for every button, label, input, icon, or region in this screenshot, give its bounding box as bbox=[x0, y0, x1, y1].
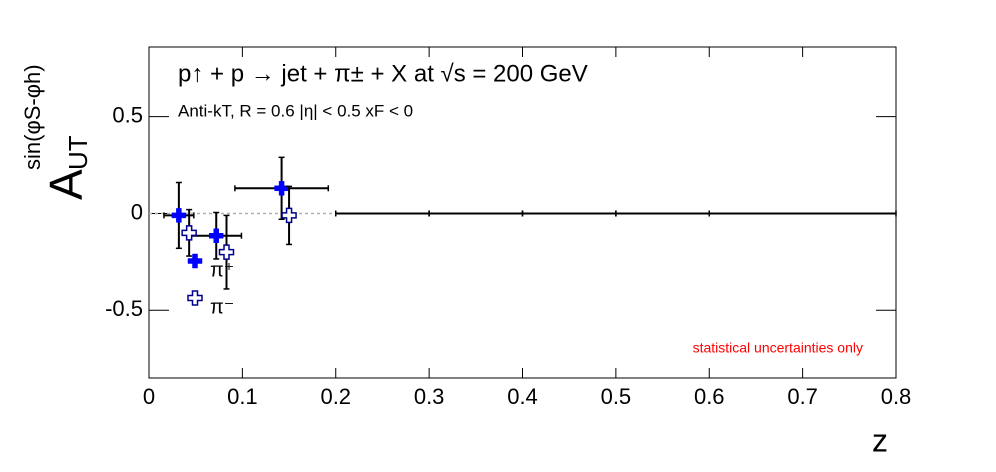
chart-subtitle: Anti-kT, R = 0.6 |η| < 0.5 xF < 0 bbox=[178, 101, 413, 120]
point bbox=[208, 228, 224, 243]
x-tick-label: 0.2 bbox=[320, 384, 351, 409]
y-axis-label: A UT sin(φS-φh) bbox=[20, 64, 93, 200]
x-tick-label: 0.3 bbox=[414, 384, 445, 409]
series-1 bbox=[181, 185, 297, 290]
point bbox=[274, 181, 289, 196]
y-label-sup: sin(φS-φh) bbox=[20, 64, 45, 170]
legend-label: π⁺ bbox=[210, 259, 234, 281]
point bbox=[281, 207, 297, 224]
y-label-sub: UT bbox=[63, 135, 93, 170]
y-tick-label: 0.5 bbox=[112, 102, 143, 127]
y-tick-label: -0.5 bbox=[105, 296, 143, 321]
legend-marker bbox=[187, 290, 203, 306]
x-axis-label: z bbox=[872, 422, 888, 458]
x-tick-label: 0 bbox=[143, 384, 155, 409]
point bbox=[171, 208, 187, 223]
y-label-base: A bbox=[40, 169, 92, 200]
point bbox=[218, 244, 235, 260]
y-tick-label: 0 bbox=[131, 199, 143, 224]
x-tick-label: 0.5 bbox=[601, 384, 632, 409]
x-tick-label: 0.1 bbox=[227, 384, 258, 409]
x-tick-label: 0.4 bbox=[507, 384, 538, 409]
annotation: statistical uncertainties only bbox=[693, 340, 863, 356]
chart-title: p↑ + p → jet + π± + X at √s = 200 GeV bbox=[178, 60, 588, 87]
x-tick-label: 0.8 bbox=[881, 384, 912, 409]
legend-marker bbox=[187, 253, 203, 269]
x-tick-label: 0.6 bbox=[694, 384, 725, 409]
point bbox=[181, 225, 197, 241]
legend-label: π⁻ bbox=[210, 296, 234, 318]
series-2 bbox=[335, 210, 897, 217]
x-tick-label: 0.7 bbox=[787, 384, 818, 409]
